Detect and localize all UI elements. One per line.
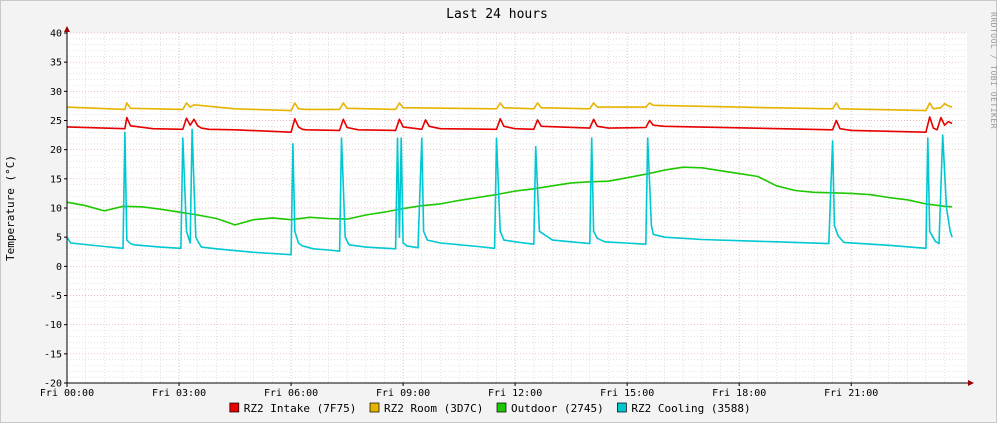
y-tick-label: -20 [44,379,62,390]
chart-title: Last 24 hours [446,7,548,22]
series-line-0 [66,116,953,133]
series-line-1 [66,102,953,112]
y-tick-label: 30 [50,87,62,98]
legend-swatch-2 [496,402,507,413]
y-tick-label: 40 [50,29,62,40]
series-line-2 [66,166,953,226]
x-tick-label: Fri 12:00 [488,388,542,399]
y-tick-label: 0 [56,262,62,273]
x-tick-label: Fri 09:00 [376,388,430,399]
y-tick-label: -5 [50,291,62,302]
legend-swatch-1 [369,402,380,413]
legend-label-1: RZ2 Room (3D7C) [384,402,483,415]
y-axis-arrow [64,26,70,32]
x-tick-label: Fri 06:00 [264,388,318,399]
x-tick-label: Fri 00:00 [40,388,94,399]
x-tick-label: Fri 03:00 [152,388,206,399]
x-axis-arrow [968,380,974,386]
x-tick-label: Fri 15:00 [600,388,654,399]
legend-swatch-3 [617,402,627,413]
y-tick-label: -10 [44,320,62,331]
x-tick-label: Fri 18:00 [712,388,766,399]
y-tick-label: 10 [50,204,62,215]
legend-label-0: RZ2 Intake (7F75) [244,402,357,415]
legend-label-2: Outdoor (2745) [511,402,604,415]
y-tick-label: 20 [50,145,62,156]
rrdtool-watermark: RRDTOOL / TOBI OETIKER [989,12,997,129]
y-axis-label: Temperature (°C) [4,155,17,261]
legend-label-3: RZ2 Cooling (3588) [631,402,750,415]
y-tick-label: 25 [50,116,62,127]
series-line-3 [66,128,953,256]
y-tick-label: -15 [44,349,62,360]
y-tick-label: 5 [56,233,62,244]
legend-swatch-0 [229,402,240,413]
x-tick-label: Fri 21:00 [824,388,878,399]
y-tick-label: 35 [50,58,62,69]
y-tick-label: 15 [50,174,62,185]
